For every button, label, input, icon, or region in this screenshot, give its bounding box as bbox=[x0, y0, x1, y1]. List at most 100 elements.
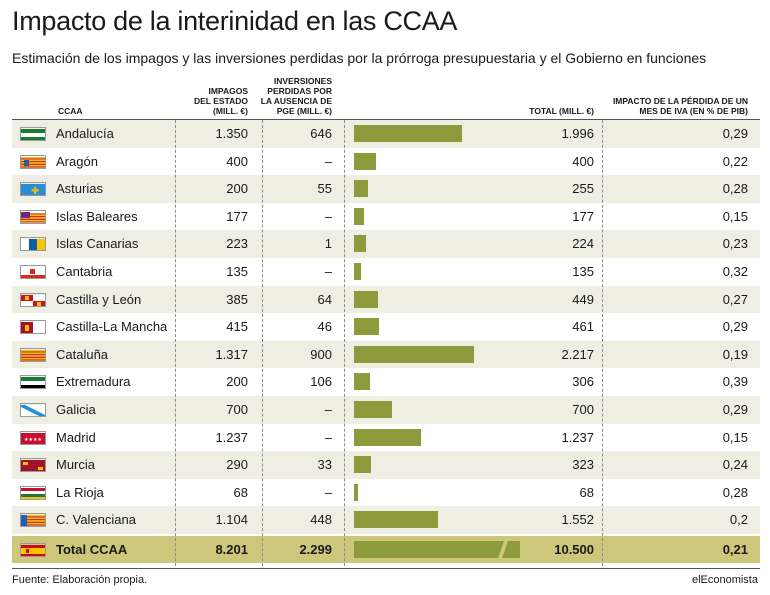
espana-flag-icon bbox=[20, 542, 46, 557]
total-value: 1.552 bbox=[561, 512, 594, 528]
inversiones-value: 33 bbox=[317, 457, 332, 473]
table-row: Aragón 400 – 400 0,22 bbox=[12, 148, 760, 176]
header-rule bbox=[12, 119, 760, 120]
ccaa-name: Madrid bbox=[56, 429, 96, 445]
murcia-flag-icon bbox=[20, 458, 46, 473]
total-value: 10.500 bbox=[554, 541, 594, 557]
inversiones-value: 46 bbox=[317, 319, 332, 335]
header-inversiones-line: LA AUSENCIA DE bbox=[260, 96, 332, 106]
impacto-value: 0,39 bbox=[722, 374, 748, 390]
source-note: Fuente: Elaboración propia. bbox=[12, 574, 148, 586]
header-impagos-line: (MILL. €) bbox=[213, 106, 248, 116]
inversiones-value: 1 bbox=[324, 236, 332, 252]
column-separator bbox=[262, 120, 263, 566]
total-bar bbox=[354, 400, 392, 418]
ccaa-name: Cataluña bbox=[56, 346, 109, 362]
inversiones-value: 900 bbox=[310, 346, 332, 362]
impacto-value: 0,24 bbox=[722, 457, 748, 473]
total-bar bbox=[354, 207, 364, 225]
total-value: 1.996 bbox=[561, 126, 594, 141]
impagos-value: 385 bbox=[226, 291, 248, 307]
header-impagos-line: DEL ESTADO bbox=[194, 96, 248, 106]
table-row: Islas Baleares 177 – 177 0,15 bbox=[12, 203, 760, 231]
ccaa-name: Extremadura bbox=[56, 374, 131, 390]
inversiones-value: 646 bbox=[310, 126, 332, 141]
ccaa-name: Andalucía bbox=[56, 126, 114, 141]
total-bar bbox=[354, 125, 462, 142]
inversiones-value: 106 bbox=[310, 374, 332, 390]
impagos-value: 290 bbox=[226, 457, 248, 473]
impacto-value: 0,22 bbox=[722, 153, 748, 169]
impacto-value: 0,2 bbox=[729, 512, 748, 528]
impagos-value: 700 bbox=[226, 401, 248, 417]
total-value: 323 bbox=[572, 457, 594, 473]
total-value: 400 bbox=[572, 153, 594, 169]
brand-logo: elEconomista bbox=[691, 574, 758, 586]
table-row: ★★★★ Madrid 1.237 – 1.237 0,15 bbox=[12, 424, 760, 452]
total-value: 1.237 bbox=[561, 429, 594, 445]
inversiones-value: 64 bbox=[317, 291, 332, 307]
total-bar bbox=[354, 511, 438, 529]
impagos-value: 135 bbox=[226, 263, 248, 279]
total-bar bbox=[354, 262, 362, 280]
table-row: Castilla-La Mancha 415 46 461 0,29 bbox=[12, 313, 760, 341]
total-bar bbox=[354, 428, 421, 446]
svg-text:✚: ✚ bbox=[31, 186, 39, 196]
header-ccaa: CCAA bbox=[58, 106, 83, 116]
table-row: Murcia 290 33 323 0,24 bbox=[12, 451, 760, 479]
header-impacto: IMPACTO DE LA PÉRDIDA DE UN MES DE IVA (… bbox=[600, 96, 748, 116]
table-row: Extremadura 200 106 306 0,39 bbox=[12, 368, 760, 396]
header-inversiones-line: PGE (MILL. €) bbox=[276, 106, 332, 116]
inversiones-value: 55 bbox=[317, 181, 332, 197]
header-impacto-line: MES DE IVA (EN % DE PIB) bbox=[639, 106, 748, 116]
inversiones-value: – bbox=[324, 263, 332, 279]
column-separator bbox=[602, 120, 603, 566]
impacto-value: 0,28 bbox=[722, 484, 748, 500]
impacto-value: 0,15 bbox=[722, 429, 748, 445]
total-bar bbox=[354, 456, 372, 474]
aragon-flag-icon bbox=[20, 154, 46, 169]
ccaa-name: Islas Baleares bbox=[56, 208, 138, 224]
table-row: Islas Canarias 223 1 224 0,23 bbox=[12, 230, 760, 258]
header-impagos-line: IMPAGOS bbox=[208, 86, 248, 96]
header-impagos: IMPAGOS DEL ESTADO (MILL. €) bbox=[172, 86, 248, 116]
ccaa-name: Castilla y León bbox=[56, 291, 142, 307]
total-value: 177 bbox=[572, 208, 594, 224]
impacto-value: 0,32 bbox=[722, 263, 748, 279]
impagos-value: 200 bbox=[226, 374, 248, 390]
total-value: 224 bbox=[572, 236, 594, 252]
total-bar bbox=[354, 290, 379, 308]
ccaa-name: Asturias bbox=[56, 181, 103, 197]
header-inversiones: INVERSIONES PERDIDAS POR LA AUSENCIA DE … bbox=[252, 76, 332, 116]
ccaa-name: Total CCAA bbox=[56, 541, 128, 557]
andalucia-flag-icon bbox=[20, 127, 46, 141]
baleares-flag-icon bbox=[20, 209, 46, 224]
impagos-value: 415 bbox=[226, 319, 248, 335]
impagos-value: 1.237 bbox=[215, 429, 248, 445]
column-separator bbox=[175, 120, 176, 566]
galicia-flag-icon bbox=[20, 402, 46, 417]
total-value: 306 bbox=[572, 374, 594, 390]
ccaa-name: Murcia bbox=[56, 457, 96, 473]
total-bar bbox=[354, 345, 474, 363]
ccaa-name: Islas Canarias bbox=[56, 236, 139, 252]
impacto-value: 0,27 bbox=[722, 291, 748, 307]
total-bar bbox=[354, 235, 367, 253]
svg-text:★★★★: ★★★★ bbox=[24, 437, 42, 443]
table-row: La Rioja 68 – 68 0,28 bbox=[12, 479, 760, 507]
madrid-flag-icon: ★★★★ bbox=[20, 430, 46, 445]
impagos-value: 1.317 bbox=[215, 346, 248, 362]
impacto-value: 0,23 bbox=[722, 236, 748, 252]
total-bar bbox=[354, 483, 358, 501]
impagos-value: 177 bbox=[226, 208, 248, 224]
ccaa-name: Galicia bbox=[56, 401, 96, 417]
castilla-leon-flag-icon bbox=[20, 292, 46, 307]
asturias-flag-icon: ✚ bbox=[20, 182, 46, 197]
total-value: 461 bbox=[572, 319, 594, 335]
total-row: Total CCAA 8.201 2.299 10.500 0,21 bbox=[12, 535, 760, 563]
inversiones-value: – bbox=[324, 153, 332, 169]
impacto-value: 0,29 bbox=[722, 401, 748, 417]
inversiones-value: – bbox=[324, 401, 332, 417]
total-bar bbox=[354, 318, 379, 336]
